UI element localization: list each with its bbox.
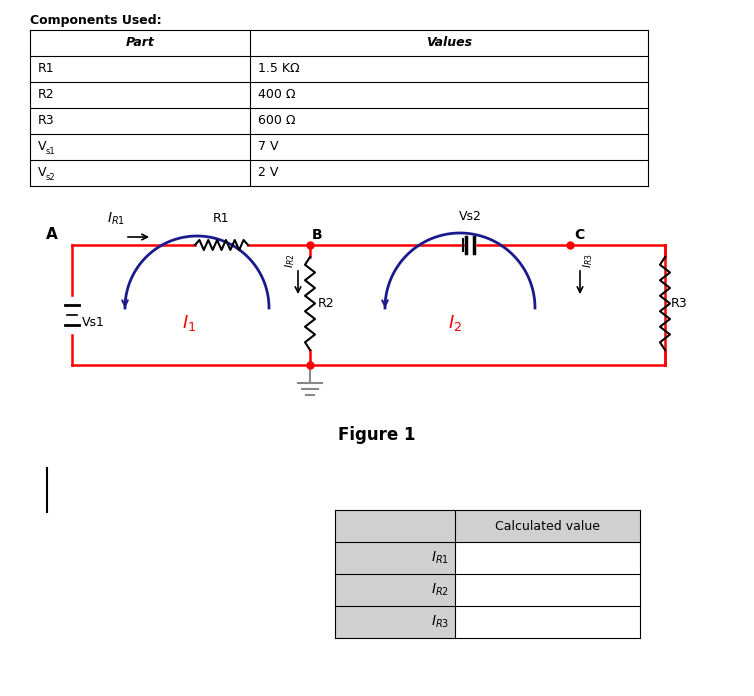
Text: $I_{R1}$: $I_{R1}$ <box>107 211 125 227</box>
Text: R1: R1 <box>213 212 230 225</box>
Text: $I_{R1}$: $I_{R1}$ <box>431 550 449 567</box>
Bar <box>335 606 455 638</box>
Text: $I_{R3}$: $I_{R3}$ <box>581 253 595 268</box>
Text: R1: R1 <box>38 63 54 75</box>
Text: Figure 1: Figure 1 <box>339 426 415 444</box>
Text: 2 V: 2 V <box>258 166 278 180</box>
Bar <box>335 542 455 574</box>
Text: R3: R3 <box>38 115 54 127</box>
Text: 400 Ω: 400 Ω <box>258 88 296 102</box>
Text: Calculated value: Calculated value <box>495 519 600 532</box>
Text: R2: R2 <box>38 88 54 102</box>
Text: $I_{R2}$: $I_{R2}$ <box>431 582 449 598</box>
Text: $I_1$: $I_1$ <box>182 313 196 333</box>
Text: s2: s2 <box>46 173 56 182</box>
Text: A: A <box>46 227 58 242</box>
Text: B: B <box>312 228 323 242</box>
Text: R2: R2 <box>318 297 335 310</box>
Text: 600 Ω: 600 Ω <box>258 115 296 127</box>
Text: C: C <box>574 228 584 242</box>
Text: Vs1: Vs1 <box>82 317 105 329</box>
Text: Part: Part <box>126 36 155 49</box>
Text: Components Used:: Components Used: <box>30 14 161 27</box>
Bar <box>335 510 640 542</box>
Text: Vs2: Vs2 <box>458 210 482 223</box>
Text: $I_2$: $I_2$ <box>448 313 462 333</box>
Text: 7 V: 7 V <box>258 141 278 154</box>
Text: V: V <box>38 166 47 180</box>
Text: 1.5 KΩ: 1.5 KΩ <box>258 63 299 75</box>
Bar <box>335 574 455 606</box>
Text: $I_{R2}$: $I_{R2}$ <box>283 253 297 268</box>
Text: s1: s1 <box>46 146 56 155</box>
Text: R3: R3 <box>671 297 688 310</box>
Text: $I_{R3}$: $I_{R3}$ <box>431 614 449 630</box>
Text: Values: Values <box>426 36 472 49</box>
Text: V: V <box>38 141 47 154</box>
